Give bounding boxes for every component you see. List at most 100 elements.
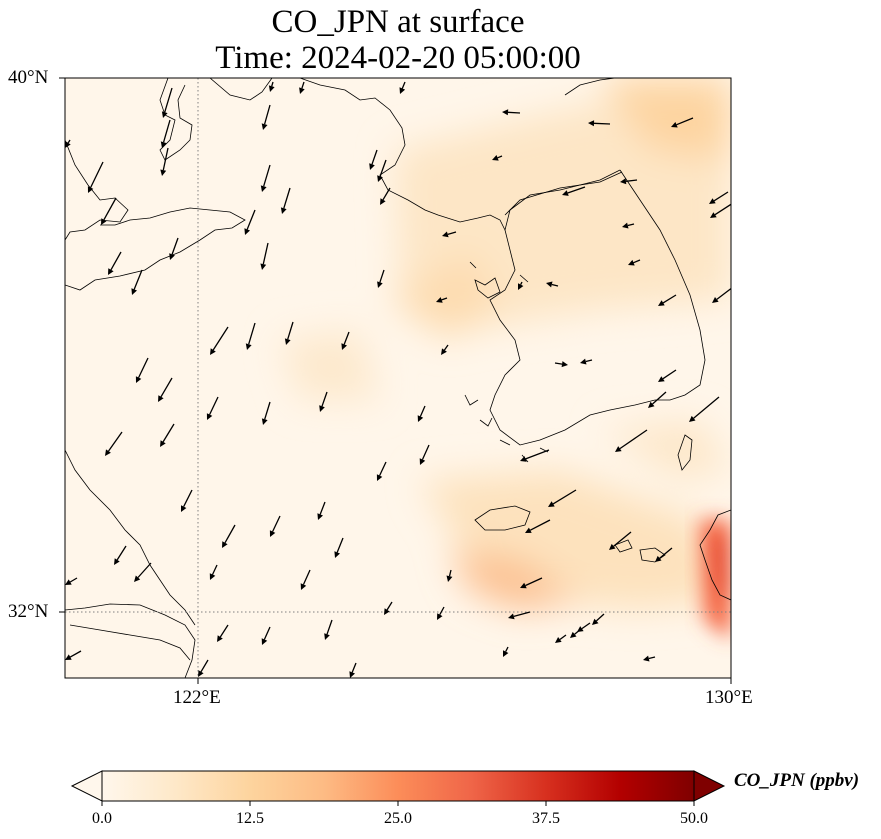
wind-arrow	[206, 396, 219, 420]
wind-arrow-shaft	[343, 331, 350, 345]
wind-arrow-head	[217, 635, 223, 642]
wind-arrow	[520, 449, 550, 462]
wind-arrow	[131, 269, 143, 295]
cbar-label-2: 25.0	[384, 810, 412, 827]
wind-arrow-head	[655, 555, 662, 562]
wind-arrow-head	[399, 87, 406, 94]
wind-arrow-head	[609, 543, 616, 550]
wind-arrow	[114, 545, 127, 565]
wind-arrow-shaft	[520, 281, 523, 285]
wind-arrow-head	[134, 575, 141, 582]
wind-arrow-shaft	[107, 431, 123, 452]
wind-arrow	[376, 461, 387, 481]
wind-arrow-head	[324, 633, 330, 640]
wind-arrow-shaft	[246, 209, 256, 230]
wind-arrow-head	[135, 376, 142, 383]
wind-arrow-head	[341, 343, 347, 350]
wind-arrow-head	[620, 178, 627, 185]
island-tsushima	[677, 434, 693, 471]
wind-arrow-shaft	[209, 396, 219, 415]
coastline-kyushu	[699, 509, 731, 601]
wind-arrow	[502, 109, 521, 116]
wind-arrow-head	[169, 253, 175, 260]
lat-label-32: 32°N	[8, 601, 49, 622]
wind-arrow-shaft	[497, 155, 503, 159]
wind-arrow-head	[437, 613, 443, 620]
wind-arrow-shaft	[693, 396, 720, 419]
wind-arrow-shaft	[351, 662, 357, 673]
wind-arrow	[658, 369, 677, 382]
wind-arrow-head	[369, 163, 375, 170]
wind-arrow-head	[300, 583, 307, 590]
wind-arrow-head	[160, 169, 167, 176]
wind-arrow	[209, 564, 218, 580]
wind-arrow-head	[101, 218, 107, 225]
wind-arrow	[525, 519, 551, 533]
wind-arrow-shaft	[133, 269, 143, 290]
wind-arrow	[441, 344, 449, 355]
wind-arrow-head	[261, 123, 268, 130]
wind-arrow	[648, 391, 667, 408]
wind-arrow-shaft	[505, 646, 509, 652]
wind-arrow	[609, 531, 632, 550]
wind-arrow-head	[436, 297, 443, 303]
wind-arrow-shaft	[321, 391, 328, 407]
coastline-korea-north	[564, 78, 616, 96]
wind-arrow-head	[508, 613, 515, 620]
wind-arrow-head	[261, 418, 268, 425]
coastline-yangtze	[65, 603, 196, 678]
wind-arrow-shaft	[162, 119, 171, 143]
wind-arrow-shaft	[648, 656, 656, 660]
wind-arrow-shaft	[248, 322, 256, 345]
wind-arrow-shaft	[713, 191, 729, 202]
wind-arrow	[689, 396, 720, 422]
wind-arrow	[261, 401, 271, 425]
wind-arrow-head	[206, 413, 213, 420]
wind-arrow-head	[546, 281, 553, 288]
wind-arrow	[546, 281, 559, 288]
coastline-liaodong-bay	[209, 78, 273, 101]
wind-arrow-shaft	[585, 359, 593, 363]
wind-arrow	[555, 634, 567, 643]
map-subtitle-time: Time: 2024-02-20 05:00:00	[215, 40, 581, 76]
wind-arrow-shaft	[69, 577, 78, 583]
wind-arrow	[135, 357, 149, 383]
wind-arrow-head	[615, 446, 622, 452]
coastline-dmz	[504, 171, 623, 216]
wind-arrow-shaft	[525, 577, 543, 587]
wind-arrow	[380, 187, 391, 205]
wind-arrow-shaft	[441, 297, 448, 301]
wind-arrow-head	[492, 155, 499, 161]
wind-arrow	[417, 405, 426, 422]
wind-arrow-shaft	[301, 81, 305, 89]
wind-arrow-head	[580, 358, 587, 365]
cbar-label-3: 37.5	[532, 810, 560, 827]
wind-arrow-shaft	[401, 81, 406, 89]
wind-arrow-shaft	[164, 87, 173, 113]
wind-arrow-head	[334, 551, 340, 558]
wind-arrow-shaft	[200, 659, 209, 673]
colorbar	[70, 770, 726, 806]
wind-arrow	[712, 287, 731, 303]
wind-arrow-head	[709, 198, 716, 204]
wind-arrow-shaft	[379, 159, 387, 177]
wind-arrow	[628, 259, 641, 266]
wind-arrow	[158, 377, 173, 402]
wind-arrow-shaft	[574, 628, 582, 635]
wind-arrow-head	[525, 527, 532, 533]
wind-arrow-shaft	[659, 547, 673, 559]
coastline-liaodong-east	[299, 78, 621, 232]
wind-arrow	[442, 231, 457, 238]
wind-arrow	[643, 655, 656, 662]
wind-arrow-head	[628, 259, 635, 266]
wind-arrow-head	[643, 655, 650, 662]
coastline-bohai-west	[65, 139, 129, 241]
wind-arrow-shaft	[419, 405, 426, 417]
wind-arrow	[319, 391, 328, 412]
wind-arrow	[580, 358, 593, 365]
wind-arrow	[570, 628, 582, 638]
wind-arrow-shaft	[171, 237, 179, 255]
wind-arrow-shaft	[447, 231, 457, 236]
wind-arrow-shaft	[662, 369, 677, 380]
wind-arrow-head	[592, 618, 599, 625]
